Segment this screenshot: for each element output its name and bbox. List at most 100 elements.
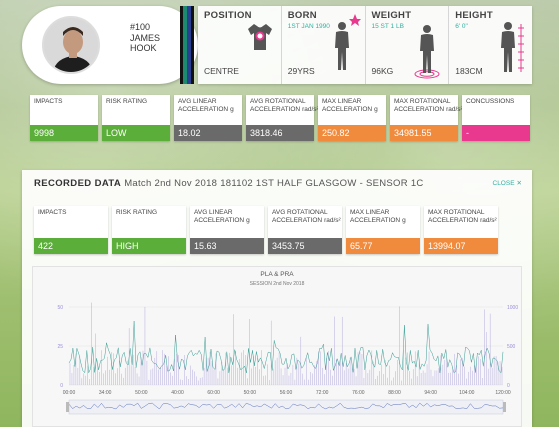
metric-value: LOW: [102, 125, 170, 141]
metric-label: AVG LINEAR ACCELERATION g: [174, 95, 242, 117]
metric-unit: rad/s²: [446, 106, 463, 113]
metric-label: AVG ROTATIONAL ACCELERATION rad/s²: [246, 95, 319, 117]
metric-unit: rad/s²: [480, 217, 497, 224]
close-label: CLOSE: [492, 180, 515, 187]
player-info-panel: POSITION CENTRE BORN 1ST JAN 1990 29YRS …: [198, 6, 532, 84]
x-tick: 50:00: [135, 390, 148, 396]
metric-label: RISK RATING: [102, 95, 170, 109]
recorded-heading: RECORDED DATA: [34, 178, 122, 189]
chart-subtitle: SESSION 2nd Nov 2018: [249, 281, 305, 287]
recorded-match: Match 2nd Nov 2018 181102 1ST HALF GLASG…: [124, 178, 424, 189]
info-title: BORN: [287, 10, 317, 21]
team-stripe: [191, 6, 194, 84]
metric-label-text: AVG LINEAR ACCELERATION: [178, 98, 229, 113]
info-title: WEIGHT: [371, 10, 412, 21]
close-button[interactable]: CLOSE ✕: [491, 179, 523, 187]
metric-card: RISK RATING HIGH: [112, 206, 186, 254]
info-weight: WEIGHT 15 ST 1 LB 96KG: [366, 6, 450, 84]
height-silhouette-icon: [496, 20, 526, 83]
metric-label: IMPACTS: [30, 95, 98, 109]
metric-unit: g: [246, 217, 250, 224]
x-tick: 50:00: [244, 390, 257, 396]
metric-card: MAX ROTATIONAL ACCELERATION rad/s² 34981.5…: [390, 95, 463, 141]
info-sub: 15 ST 1 LB: [371, 23, 404, 30]
info-value: 96KG: [371, 66, 394, 76]
metric-unit: g: [374, 106, 378, 113]
metric-value: 3453.75: [268, 238, 342, 254]
metric-label: MAX ROTATIONAL ACCELERATION rad/s²: [424, 206, 498, 228]
player-number: #100: [130, 22, 151, 32]
metric-label-text: RISK RATING: [116, 209, 158, 216]
player-silhouette-icon: [331, 12, 361, 79]
recorded-title: RECORDED DATA Match 2nd Nov 2018 181102 1…: [34, 178, 424, 189]
player-card: #100 JAMES HOOK: [22, 6, 198, 84]
y-left-tick: 0: [60, 383, 63, 389]
metric-label: AVG ROTATIONAL ACCELERATION rad/s²: [268, 206, 342, 228]
metric-label-text: AVG ROTATIONAL ACCELERATION: [250, 98, 306, 113]
pla-series-line: [68, 320, 504, 374]
metric-label-text: AVG LINEAR ACCELERATION: [194, 209, 245, 224]
metric-label: MAX LINEAR ACCELERATION g: [346, 206, 420, 228]
x-tick: 94:00: [424, 390, 437, 396]
metric-label-text: AVG ROTATIONAL ACCELERATION: [272, 209, 328, 224]
y-right-tick: 1000: [507, 305, 518, 311]
close-icon: ✕: [516, 180, 522, 187]
x-tick: 60:00: [207, 390, 220, 396]
metric-label-text: IMPACTS: [38, 209, 67, 216]
x-tick: 76:00: [352, 390, 365, 396]
metric-label: AVG LINEAR ACCELERATION g: [190, 206, 264, 228]
metric-card: IMPACTS 9998: [30, 95, 98, 141]
x-tick: 120:00: [495, 390, 511, 396]
metric-card: AVG ROTATIONAL ACCELERATION rad/s² 3818.46: [246, 95, 319, 141]
overall-metrics: IMPACTS 9998 RISK RATING LOW AVG LINEAR ACCE…: [30, 95, 530, 141]
team-stripe: [180, 6, 183, 84]
metric-label-text: MAX ROTATIONAL ACCELERATION: [394, 98, 451, 113]
x-tick: 104:00: [459, 390, 475, 396]
player-name: JAMES HOOK: [130, 33, 190, 53]
metric-label: RISK RATING: [112, 206, 186, 220]
metric-value: 65.77: [346, 238, 420, 254]
info-title: HEIGHT: [455, 10, 493, 21]
navigator-series: [68, 402, 504, 410]
info-sub: 1ST JAN 1990: [287, 23, 330, 30]
metric-value: 9998: [30, 125, 98, 141]
x-tick: 72:00: [316, 390, 329, 396]
metric-value: 422: [34, 238, 108, 254]
y-right-tick: 500: [507, 344, 516, 350]
jersey-icon: [247, 22, 273, 57]
recorded-metrics: IMPACTS 422 RISK RATING HIGH AVG LINEAR ACCE…: [34, 206, 498, 254]
metric-unit: rad/s²: [324, 217, 341, 224]
info-sub: 6' 0": [455, 23, 468, 30]
impact-chart: PLA & PRA SESSION 2nd Nov 2018 0 25 50 0 500…: [32, 266, 522, 427]
info-born: BORN 1ST JAN 1990 29YRS: [282, 6, 366, 84]
y-left-tick: 50: [57, 305, 63, 311]
metric-value: 18.02: [174, 125, 242, 141]
team-stripes: [180, 6, 194, 84]
player-first-name: JAMES: [130, 33, 161, 43]
recorded-data-panel: RECORDED DATA Match 2nd Nov 2018 181102 1…: [22, 170, 532, 427]
metric-card: CONCUSSIONS -: [462, 95, 530, 141]
metric-unit: g: [402, 217, 406, 224]
info-title: POSITION: [204, 10, 252, 21]
metric-value: HIGH: [112, 238, 186, 254]
y-left-tick: 25: [57, 344, 63, 350]
metric-value: -: [462, 125, 530, 141]
x-tick: 34:00: [99, 390, 112, 396]
x-tick: 88:00: [388, 390, 401, 396]
navigator-handle-left: [66, 402, 69, 412]
metric-label-text: IMPACTS: [34, 98, 63, 105]
team-stripe: [183, 6, 187, 84]
metric-label: CONCUSSIONS: [462, 95, 530, 109]
metric-label-text: MAX LINEAR ACCELERATION: [350, 209, 401, 224]
info-position: POSITION CENTRE: [198, 6, 282, 84]
info-value: 183CM: [455, 66, 483, 76]
metric-value: 34981.55: [390, 125, 458, 141]
metric-card: MAX LINEAR ACCELERATION g 250.82: [318, 95, 386, 141]
team-stripe: [187, 6, 191, 84]
info-value: CENTRE: [204, 66, 239, 76]
info-height: HEIGHT 6' 0" 183CM: [449, 6, 532, 84]
metric-label: MAX LINEAR ACCELERATION g: [318, 95, 386, 117]
chart-title: PLA & PRA: [260, 271, 294, 278]
metric-card: MAX LINEAR ACCELERATION g 65.77: [346, 206, 420, 254]
